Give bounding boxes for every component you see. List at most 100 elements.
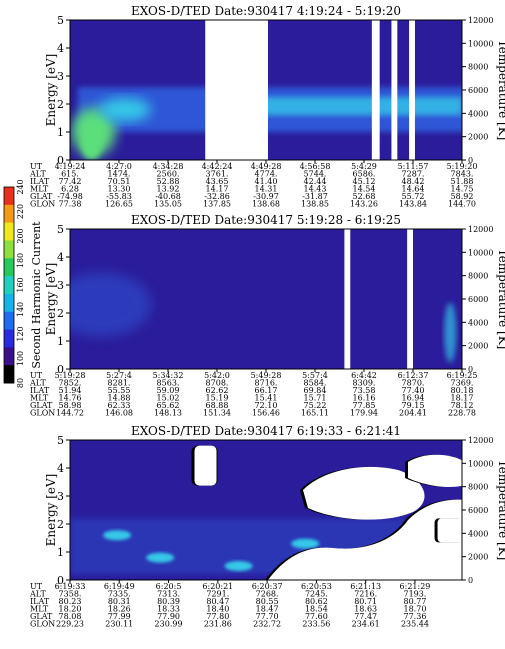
ephemeris-value: 55.55: [108, 386, 131, 395]
ephemeris-value: 15.19: [206, 394, 229, 403]
ephemeris-value: 18.70: [404, 605, 427, 614]
ephemeris-value: 80.39: [157, 597, 180, 606]
ephemeris-value: 7268.: [256, 590, 279, 599]
colorbar-tick-label: 100: [16, 351, 25, 366]
y-axis-label: Energy [eV]: [44, 54, 58, 127]
y-right-tick-label: 0: [468, 156, 473, 165]
ephemeris-row-label: ILAT: [30, 177, 50, 186]
ephemeris-value: 72.10: [255, 401, 278, 410]
ephemeris-value: 58.98: [59, 401, 82, 410]
ephemeris-value: 5:27:4: [106, 371, 132, 380]
low-energy-core: [81, 132, 102, 160]
ephemeris-value: 14.64: [402, 185, 425, 194]
energy-band-rise: [98, 97, 151, 122]
ephemeris-value: 78.12: [451, 401, 474, 410]
ephemeris-row-label: MLT: [30, 605, 49, 614]
ephemeris-value: 6:12:37: [398, 371, 429, 380]
ephemeris-value: 179.94: [350, 409, 378, 418]
y-right-tick-label: 10000: [468, 459, 493, 468]
ephemeris-row-label: UT: [30, 162, 43, 171]
ephemeris-value: 18.54: [305, 605, 328, 614]
data-gap: [408, 454, 462, 487]
y-right-tick-label: 10000: [468, 39, 493, 48]
y-right-tick-label: 4000: [468, 109, 488, 118]
colorbar-segment: [4, 187, 14, 206]
ephemeris-value: 14.88: [108, 394, 131, 403]
panel-1-plot: [70, 20, 462, 160]
ephemeris-value: 4:56:58: [300, 162, 331, 171]
ephemeris-value: 6:21:29: [400, 582, 431, 591]
colorbar-segment: [4, 311, 14, 331]
y-tick-label: 5: [57, 223, 64, 236]
y-right-tick-label: 12000: [468, 16, 493, 25]
ephemeris-value: 77.40: [402, 386, 425, 395]
ephemeris-value: 14.31: [255, 185, 278, 194]
ephemeris-value: 80.23: [59, 597, 82, 606]
ephemeris-row-label: MLT: [30, 394, 49, 403]
ephemeris-value: 66.17: [255, 386, 278, 395]
ephemeris-value: 8563.: [157, 379, 180, 388]
flux-spot: [291, 538, 320, 549]
ephemeris-row-label: ILAT: [30, 597, 50, 606]
ephemeris-value: 14.75: [451, 185, 474, 194]
ephemeris-value: 42.44: [304, 177, 327, 186]
y-right-tick-label: 0: [468, 365, 473, 374]
y-right-axis-label: Temperature [K]: [496, 460, 505, 561]
ephemeris-value: 135.05: [154, 200, 182, 209]
y-right-tick-label: 8000: [468, 63, 488, 72]
ephemeris-value: 18.40: [206, 605, 229, 614]
ephemeris-value: 14.76: [59, 394, 82, 403]
ephemeris-value: 43.65: [206, 177, 229, 186]
ephemeris-value: 7852.: [59, 379, 82, 388]
ephemeris-row-label: UT: [30, 371, 43, 380]
ephemeris-value: 6:20:37: [252, 582, 283, 591]
ephemeris-value: 146.08: [105, 409, 133, 418]
data-gap: [205, 20, 268, 160]
y-right-tick-label: 4000: [468, 318, 488, 327]
ephemeris-row-label: MLT: [30, 185, 49, 194]
data-gap: [409, 20, 415, 160]
ephemeris-value: 6.28: [61, 185, 79, 194]
ephemeris-value: 7358.: [59, 590, 82, 599]
colorbar-segment: [4, 365, 14, 384]
y-tick-label: 4: [57, 251, 64, 264]
ephemeris-value: 18.17: [451, 394, 474, 403]
ephemeris-value: 80.62: [305, 597, 328, 606]
ephemeris-value: 80.77: [404, 597, 427, 606]
ephemeris-value: -32.86: [204, 192, 230, 201]
ephemeris-value: 5:57:4: [302, 371, 328, 380]
y-tick-label: 1: [57, 126, 64, 139]
ephemeris-value: -31.87: [302, 192, 328, 201]
data-gap: [371, 20, 380, 160]
ephemeris-value: 73.58: [353, 386, 376, 395]
ephemeris-value: 52.88: [157, 177, 180, 186]
ephemeris-value: 7313.: [157, 590, 180, 599]
ephemeris-value: 230.11: [105, 620, 133, 629]
colorbar-segment: [4, 293, 14, 313]
ephemeris-value: 14.17: [206, 185, 229, 194]
ephemeris-value: 5:42:0: [204, 371, 230, 380]
ephemeris-value: 59.09: [157, 386, 180, 395]
y-tick-label: 2: [57, 98, 64, 111]
y-right-tick-label: 10000: [468, 248, 493, 257]
colorbar-tick-label: 120: [16, 326, 25, 341]
ephemeris-value: -40.68: [155, 192, 181, 201]
ephemeris-row-label: GLON: [30, 620, 55, 629]
y-right-tick-label: 2000: [468, 553, 488, 562]
ephemeris-value: 55.72: [402, 192, 425, 201]
y-tick-label: 4: [57, 42, 64, 55]
ephemeris-value: 77.99: [108, 612, 131, 621]
ephemeris-value: 8309.: [353, 379, 376, 388]
y-tick-label: 1: [57, 546, 64, 559]
y-right-tick-label: 0: [468, 576, 473, 585]
ephemeris-value: 7870.: [402, 379, 425, 388]
panel-title: EXOS-D/TED Date:930417 6:19:33 - 6:21:41: [131, 424, 401, 438]
data-gap: [437, 518, 462, 543]
ephemeris-value: 5:49:28: [251, 371, 282, 380]
y-tick-label: 4: [57, 462, 64, 475]
ephemeris-row-label: GLAT: [30, 192, 53, 201]
ephemeris-value: 75.22: [304, 401, 327, 410]
colorbar-segment: [4, 222, 14, 241]
y-right-tick-label: 8000: [468, 272, 488, 281]
ephemeris-value: 6:21:13: [350, 582, 381, 591]
